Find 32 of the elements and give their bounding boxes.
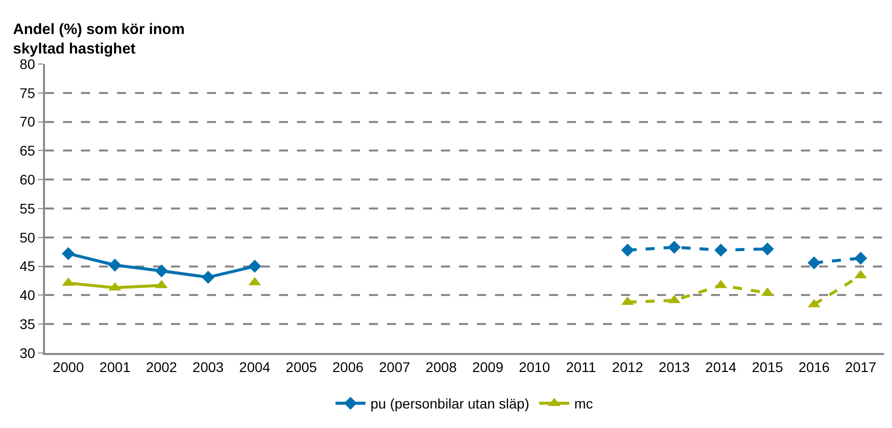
y-tick-label: 35 — [20, 316, 36, 332]
x-tick-label: 2012 — [612, 358, 644, 375]
y-tick-label: 55 — [20, 200, 36, 216]
x-tick-label: 2004 — [239, 358, 271, 375]
x-tick-label: 2008 — [426, 358, 457, 375]
y-tick-label: 65 — [20, 142, 36, 159]
legend-label: pu (personbilar utan släp) — [370, 396, 530, 412]
x-tick-label: 2010 — [518, 358, 550, 375]
x-tick-label: 2011 — [566, 358, 596, 375]
y-tick-label: 45 — [20, 258, 36, 274]
x-tick-label: 2009 — [472, 358, 504, 375]
x-tick-label: 2007 — [379, 358, 410, 375]
x-tick-label: 2014 — [705, 358, 737, 375]
y-tick-label: 30 — [20, 344, 36, 361]
y-tick-label: 75 — [20, 84, 36, 101]
y-tick-label: 70 — [20, 114, 36, 130]
x-tick-label: 2013 — [658, 358, 690, 375]
legend-label: mc — [574, 396, 593, 412]
y-axis-title: Andel (%) som kör inom skyltad hastighet — [13, 21, 185, 58]
y-tick-label: 80 — [20, 56, 36, 72]
x-tick-label: 2006 — [332, 358, 364, 375]
y-tick-label: 50 — [20, 229, 36, 246]
y-tick-label: 40 — [20, 287, 36, 304]
x-tick-label: 2002 — [146, 358, 178, 375]
x-tick-label: 2000 — [52, 358, 84, 375]
x-tick-label: 2003 — [192, 358, 224, 375]
x-tick-label: 2001 — [99, 358, 131, 375]
x-tick-label: 2017 — [845, 358, 876, 375]
y-tick-label: 60 — [20, 172, 36, 188]
x-tick-label: 2005 — [286, 358, 318, 375]
x-tick-label: 2015 — [752, 358, 784, 375]
x-tick-label: 2016 — [798, 358, 830, 375]
